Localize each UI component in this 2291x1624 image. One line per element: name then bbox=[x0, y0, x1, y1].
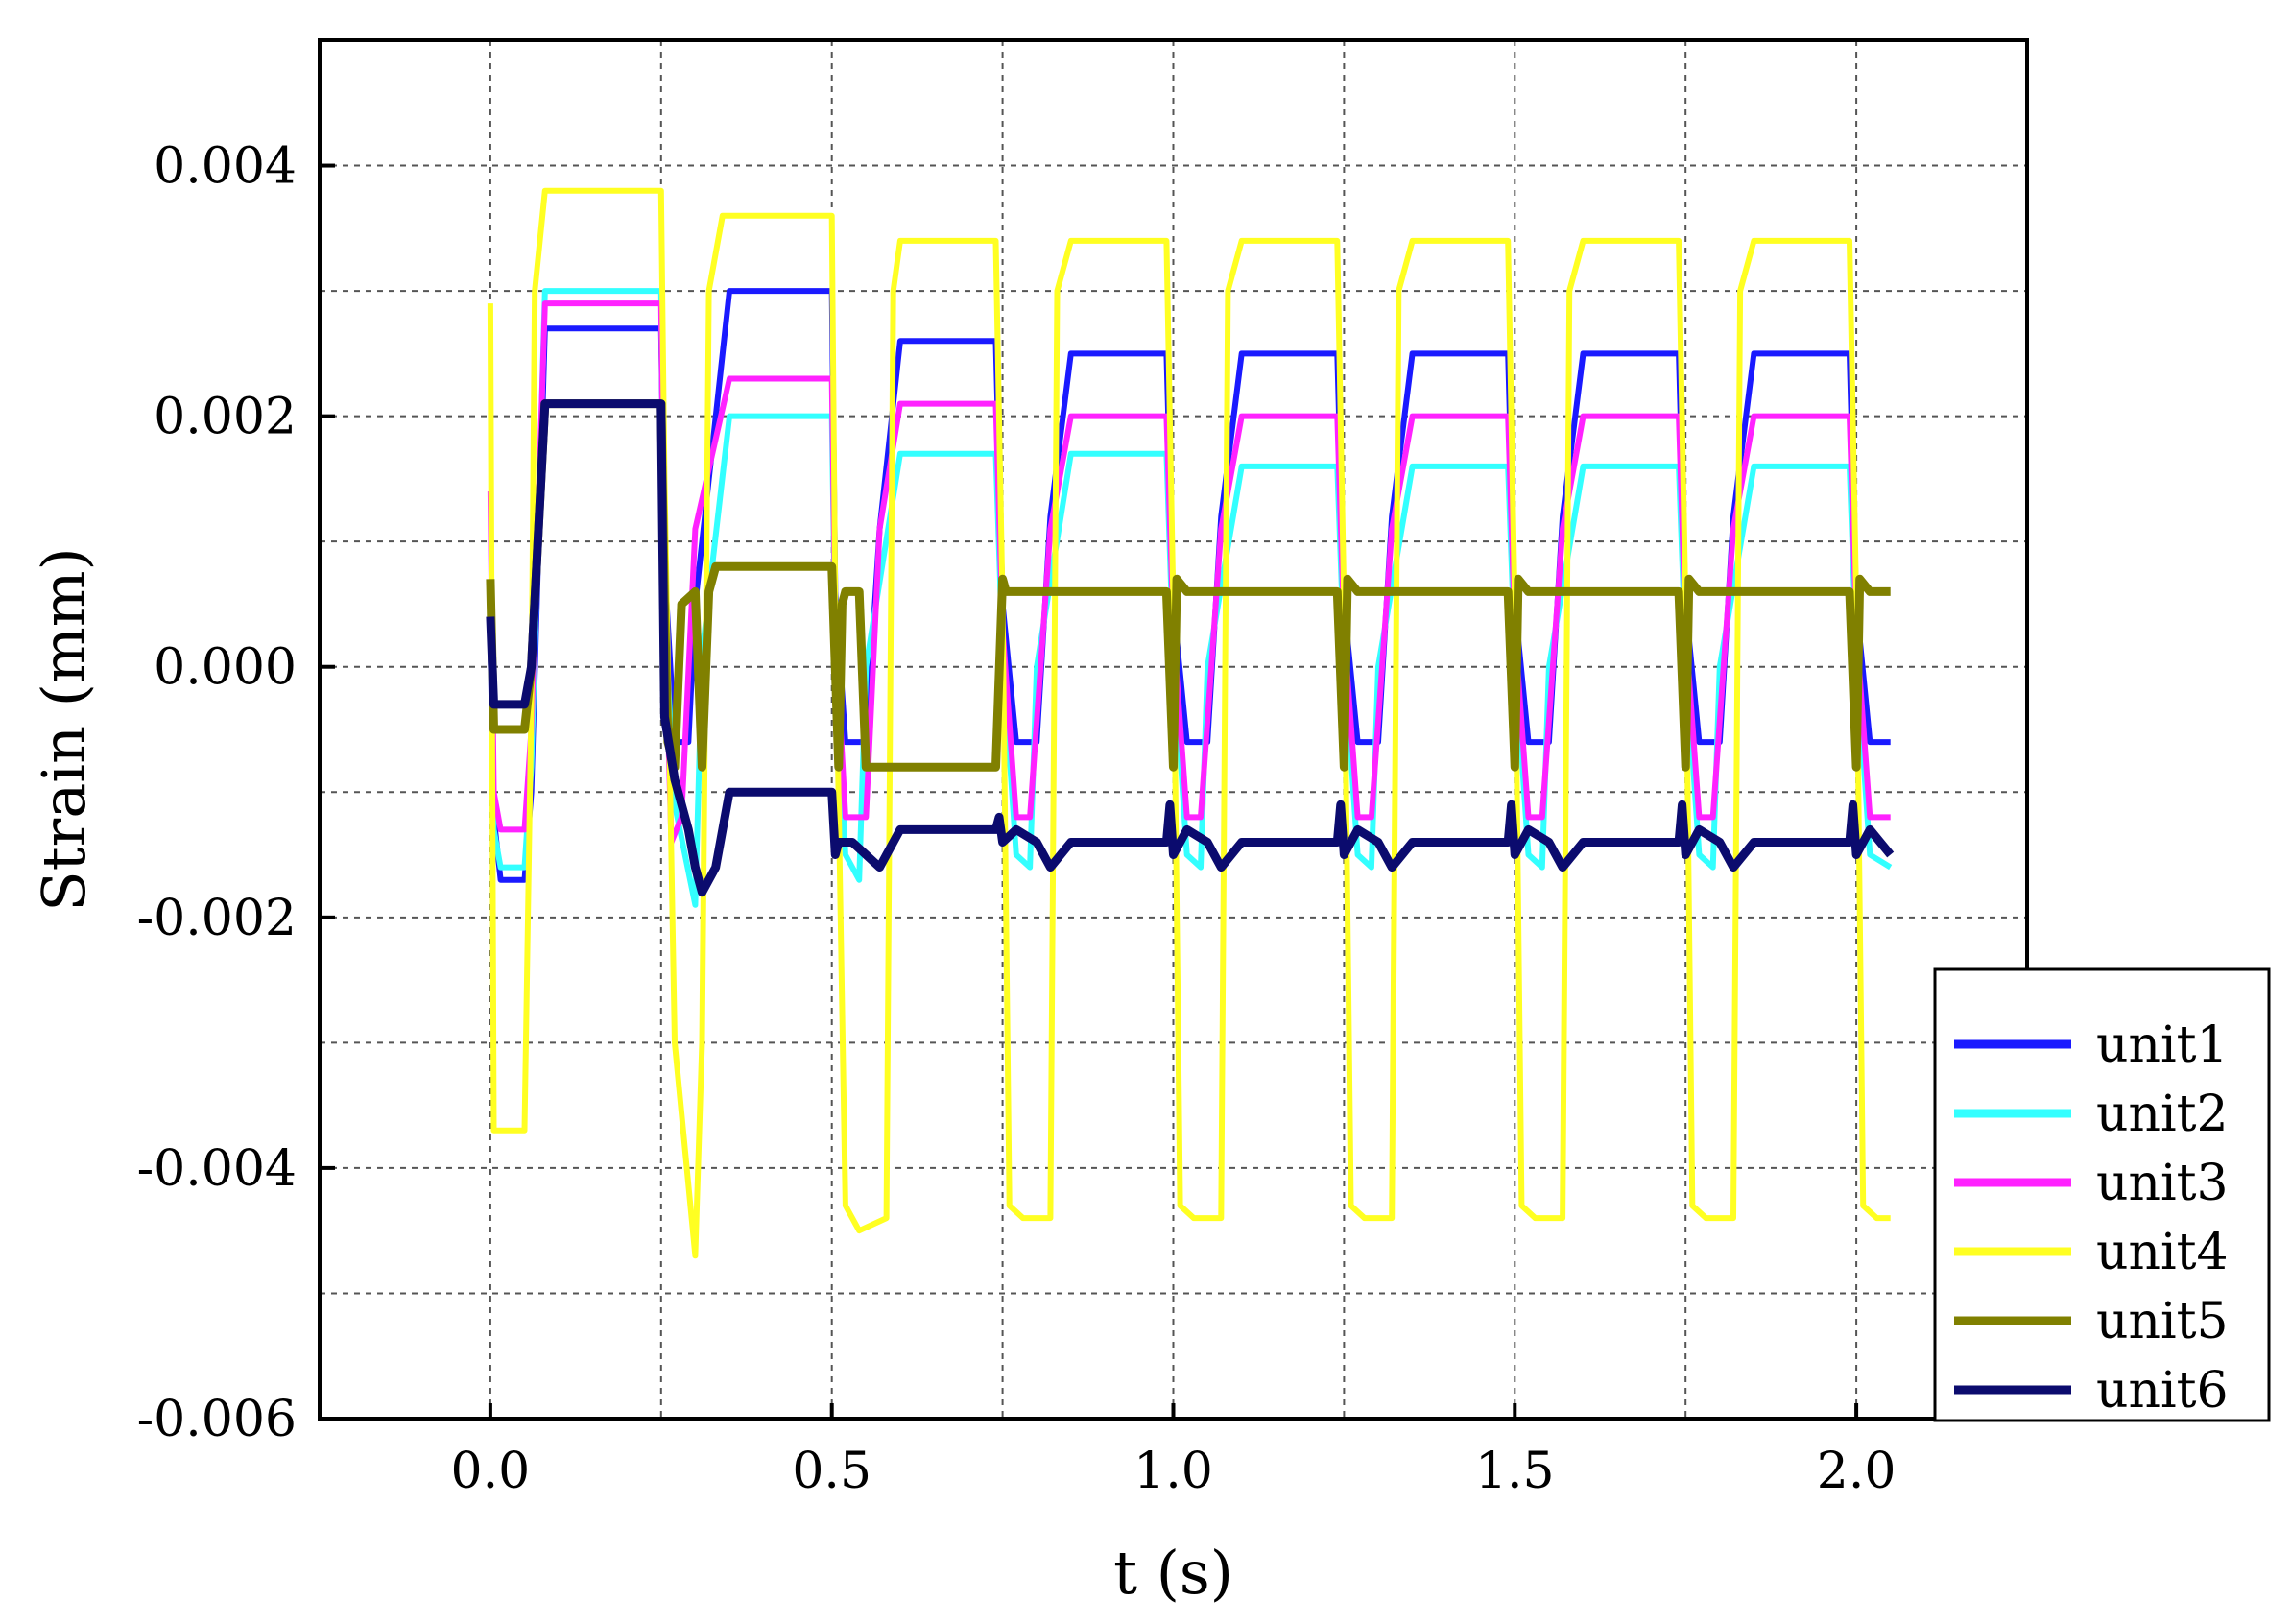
y-tick-label: 0.004 bbox=[154, 138, 297, 196]
x-tick-label: 0.0 bbox=[451, 1443, 531, 1500]
y-tick-label: 0.002 bbox=[154, 389, 297, 446]
legend-label-unit4: unit4 bbox=[2096, 1224, 2229, 1281]
legend-label-unit5: unit5 bbox=[2096, 1293, 2229, 1350]
x-tick-label: 1.5 bbox=[1475, 1443, 1555, 1500]
series-lines bbox=[486, 187, 1895, 1259]
axis-ticks: 0.004 0.002 0.000 -0.002 -0.004 -0.006 0.0 0.5 1… bbox=[137, 138, 1897, 1500]
x-axis-title: t (s) bbox=[1113, 1538, 1233, 1608]
legend: unit1 unit2 unit3 unit4 unit5 unit6 bbox=[1933, 967, 2271, 1422]
y-axis-title: Strain (mm) bbox=[29, 547, 99, 911]
x-tick-label: 2.0 bbox=[1817, 1443, 1897, 1500]
y-tick-label: -0.004 bbox=[137, 1140, 297, 1198]
legend-label-unit3: unit3 bbox=[2096, 1155, 2229, 1212]
y-tick-label: -0.002 bbox=[137, 890, 297, 947]
legend-label-unit2: unit2 bbox=[2096, 1086, 2229, 1143]
x-tick-label: 0.5 bbox=[792, 1443, 871, 1500]
legend-label-unit1: unit1 bbox=[2096, 1016, 2229, 1074]
series-line-unit6 bbox=[486, 399, 1895, 897]
y-tick-label: 0.000 bbox=[154, 639, 297, 697]
x-tick-label: 1.0 bbox=[1134, 1443, 1213, 1500]
legend-label-unit6: unit6 bbox=[2096, 1362, 2229, 1420]
y-tick-label: -0.006 bbox=[137, 1391, 297, 1448]
